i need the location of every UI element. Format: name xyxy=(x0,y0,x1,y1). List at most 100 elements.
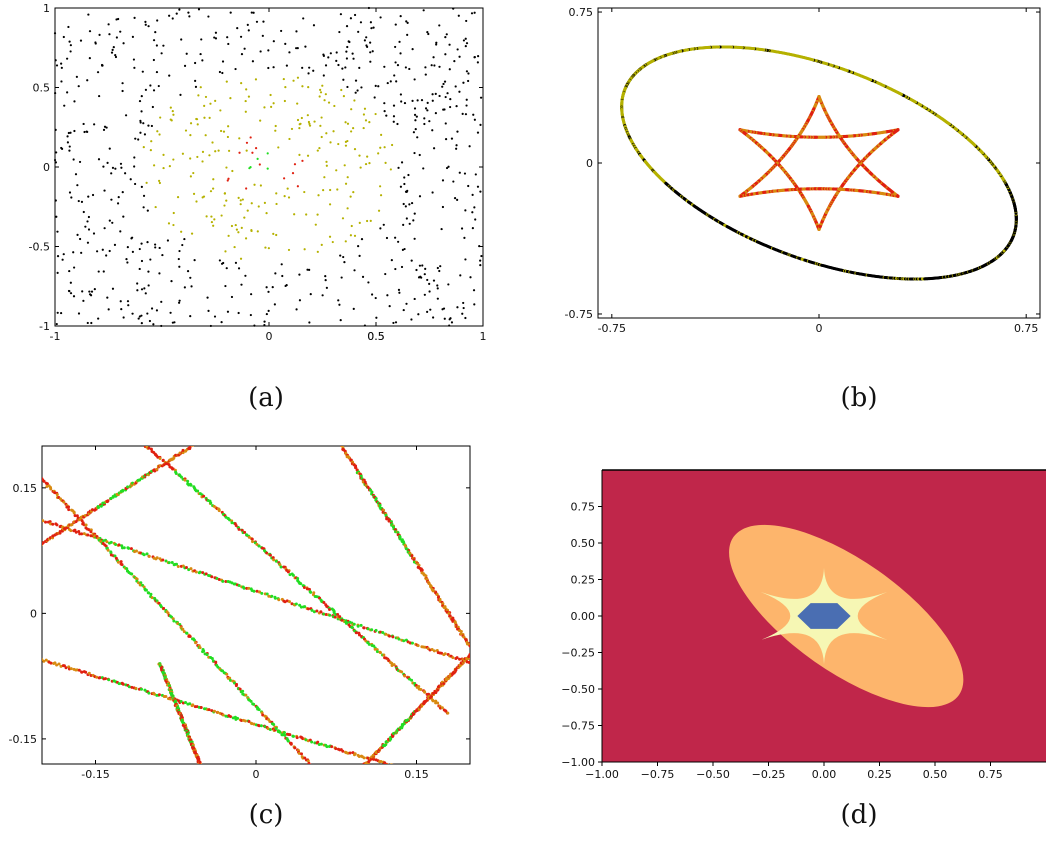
data-point xyxy=(44,658,48,662)
data-point xyxy=(444,122,447,125)
data-point xyxy=(25,553,28,556)
data-point xyxy=(352,126,355,130)
data-point xyxy=(178,8,181,11)
data-point xyxy=(337,63,340,67)
data-point xyxy=(189,315,192,318)
data-point xyxy=(204,95,208,99)
data-point xyxy=(445,33,448,36)
data-point xyxy=(66,91,69,94)
data-point xyxy=(156,130,159,133)
data-point xyxy=(250,11,253,14)
data-point xyxy=(444,36,447,39)
data-point xyxy=(275,202,278,206)
data-point xyxy=(122,316,125,319)
data-point xyxy=(348,780,351,783)
data-point xyxy=(374,628,378,632)
data-point xyxy=(147,284,150,287)
data-point xyxy=(435,778,438,781)
data-point xyxy=(209,190,213,193)
data-point xyxy=(427,692,431,696)
data-point xyxy=(416,644,420,648)
data-point xyxy=(252,11,255,14)
data-point xyxy=(386,763,389,764)
data-point xyxy=(149,258,152,261)
data-point xyxy=(14,651,17,654)
data-point xyxy=(417,685,421,689)
data-point xyxy=(273,596,277,600)
data-point xyxy=(158,179,161,182)
data-point xyxy=(257,724,261,728)
data-point xyxy=(461,112,464,115)
data-point xyxy=(200,766,203,769)
data-point xyxy=(443,317,446,320)
data-point xyxy=(72,158,75,161)
data-point xyxy=(391,143,394,147)
data-point xyxy=(343,785,346,788)
data-point xyxy=(204,777,207,780)
data-point xyxy=(335,169,338,172)
data-point xyxy=(201,59,204,62)
data-point xyxy=(236,27,239,30)
data-point xyxy=(406,21,409,25)
data-point xyxy=(410,678,414,682)
data-point xyxy=(204,774,207,777)
data-point xyxy=(325,286,328,289)
data-point xyxy=(343,164,346,167)
data-point xyxy=(39,518,42,521)
data-point xyxy=(180,230,183,233)
data-point xyxy=(80,200,84,203)
ellipse-points xyxy=(620,45,1018,281)
data-point xyxy=(515,676,518,679)
data-point xyxy=(420,99,424,102)
data-point xyxy=(328,235,332,238)
data-point xyxy=(282,731,286,735)
data-point xyxy=(160,52,163,55)
data-point xyxy=(183,478,187,482)
data-point xyxy=(368,161,371,165)
data-point xyxy=(117,196,120,199)
data-point xyxy=(443,779,446,782)
data-point xyxy=(143,287,146,290)
data-point xyxy=(386,294,389,297)
data-point xyxy=(308,321,311,324)
data-point xyxy=(145,181,148,184)
data-point xyxy=(29,549,32,552)
data-point xyxy=(490,668,493,671)
data-point xyxy=(471,211,474,214)
data-point xyxy=(198,440,201,443)
data-point xyxy=(388,305,391,308)
data-point xyxy=(450,137,454,140)
data-point xyxy=(141,441,144,444)
data-point xyxy=(201,150,205,153)
data-point xyxy=(432,649,436,653)
data-point xyxy=(252,589,256,593)
data-point xyxy=(343,261,346,264)
data-point xyxy=(130,237,133,240)
data-point xyxy=(78,160,82,164)
data-point xyxy=(817,94,821,99)
y-tick-label: -0.15 xyxy=(9,733,37,746)
data-point xyxy=(60,66,63,69)
data-point xyxy=(495,670,498,673)
data-point xyxy=(221,71,224,75)
data-point xyxy=(251,540,255,544)
data-point xyxy=(49,661,53,665)
data-point xyxy=(284,284,287,288)
data-point xyxy=(334,436,337,439)
data-point xyxy=(0,569,3,572)
data-point xyxy=(249,699,253,703)
data-point xyxy=(347,780,350,783)
data-point xyxy=(53,158,57,162)
data-point xyxy=(77,668,81,672)
data-point xyxy=(67,131,70,135)
data-point xyxy=(470,12,474,15)
data-point xyxy=(333,104,336,108)
data-point xyxy=(384,632,388,636)
data-point xyxy=(277,598,281,602)
data-point xyxy=(66,135,69,138)
data-point xyxy=(336,188,339,191)
data-point xyxy=(223,204,226,207)
data-point xyxy=(457,14,460,17)
data-point xyxy=(307,120,311,124)
data-point xyxy=(184,700,188,704)
